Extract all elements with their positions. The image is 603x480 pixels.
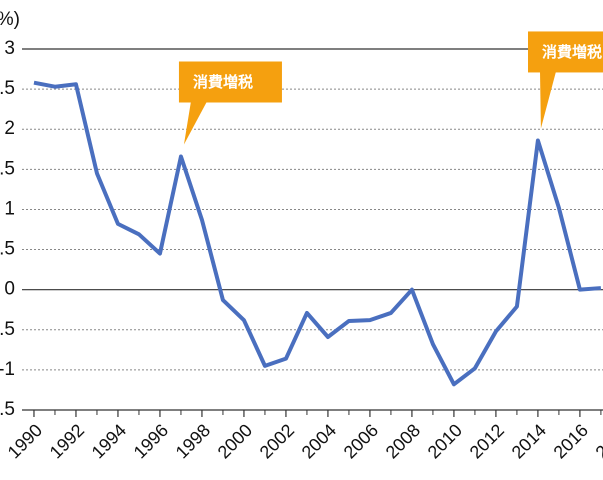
x-tick-label: 2002 [256,420,298,462]
y-tick-label: -0.5 [0,319,15,340]
x-tick-label: 1994 [88,420,130,462]
x-tick-label: 1996 [130,420,172,462]
y-tick-label: -1.5 [0,399,15,420]
y-tick-label: -1 [0,359,15,380]
x-tick-label: 1992 [46,420,88,462]
y-tick-label: 2 [4,118,15,139]
data-line [33,80,602,387]
x-tick-label: 2014 [508,420,550,462]
x-tick-label: 2016 [550,420,592,462]
x-tick-label: 2008 [382,420,424,462]
y-tick-label: 0 [4,279,15,300]
x-tick-label: 2006 [340,420,382,462]
x-tick-label: 1998 [172,420,214,462]
annotation-pointer [540,71,556,129]
annotation-text: 消費増税 [542,43,602,61]
annotation-box [178,61,282,103]
x-tick-label: 1990 [4,420,46,462]
x-tick-label: 2012 [466,420,508,462]
annotation-text: 消費増税 [193,73,253,91]
annotation-pointer [183,101,207,145]
x-tick-label: 2018 [592,420,603,462]
annotation: 消費増税 [178,61,282,145]
y-tick-label: 2.5 [0,78,15,99]
y-tick-label: 0.5 [0,239,15,260]
annotation-box [528,31,603,73]
y-tick-label: 1 [4,198,15,219]
annotation: 消費増税 [528,31,603,129]
y-tick-label: 3 [4,38,15,59]
y-tick-label: 1.5 [0,158,15,179]
x-tick-label: 2000 [214,420,256,462]
x-tick-label: 2004 [298,420,340,462]
x-tick-label: 2010 [424,420,466,462]
y-axis-label: (%) [0,9,20,30]
